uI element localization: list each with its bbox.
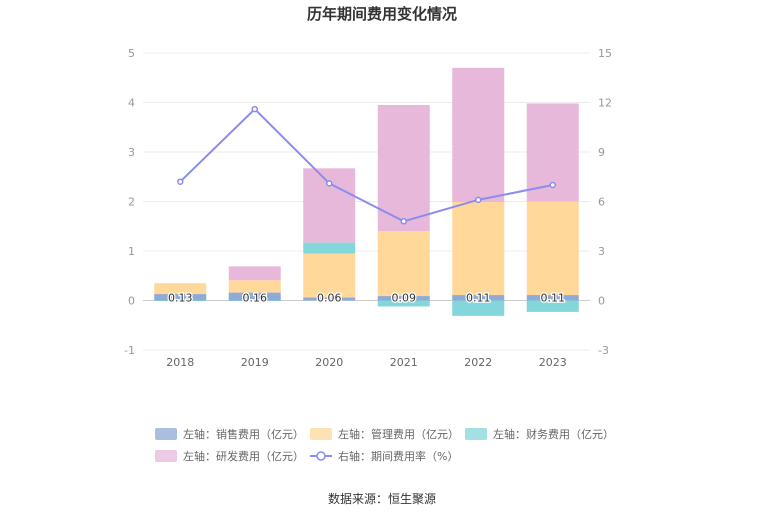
x-axis-tick-label: 2020 [315,356,343,369]
sales-bar [303,297,356,301]
right-axis-tick-label: 3 [598,245,605,258]
right-axis: -3 0 3 6 9 12 15 [598,47,612,357]
rate-point [177,178,184,185]
right-axis-tick-label: 6 [598,196,605,209]
admin-bar [303,253,356,298]
sales-bar [452,295,505,301]
x-axis-tick-label: 2022 [464,356,492,369]
right-axis-tick-label: -3 [598,344,609,357]
admin-bar [526,201,579,296]
rnd-bar [377,104,430,232]
chart-title: 历年期间费用变化情况 [307,5,457,23]
admin-bar [377,231,430,297]
legend-item-finance[interactable]: 左轴：财务费用（亿元） [465,427,614,441]
source-note: 数据来源：恒生聚源 [328,491,436,506]
legend-item-admin[interactable]: 左轴：管理费用（亿元） [310,427,459,441]
sales-data-label: 0.11 [466,292,491,305]
legend-label: 右轴：期间费用率（%） [338,449,458,463]
left-axis-tick-label: 2 [128,196,135,209]
rate-point [475,196,482,204]
right-axis-tick-label: 12 [598,97,612,110]
finance-bar [526,300,579,312]
left-axis-tick-label: 3 [128,146,135,159]
finance-bar [228,300,281,301]
legend-swatch [465,428,487,440]
left-axis: -1 0 1 2 3 4 5 [124,47,135,357]
right-axis-tick-label: 9 [598,146,605,159]
sales-bar [228,292,281,301]
right-axis-tick-label: 15 [598,47,612,60]
sales-data-label: 0.11 [541,292,566,305]
sales-data-label: 0.09 [392,292,417,305]
left-axis-tick-label: 0 [128,295,135,308]
legend-swatch [155,450,177,462]
left-axis-tick-label: 4 [128,97,135,110]
right-axis-tick-label: 0 [598,295,605,308]
left-axis-tick-label: 1 [128,245,135,258]
data-labels: 0.13 0.16 0.06 0.09 0.11 0.11 [167,290,567,306]
rnd-bar [228,266,281,281]
left-axis-tick-label: 5 [128,47,135,60]
rate-point [251,105,258,113]
rate-point [400,218,407,225]
legend-item-rnd[interactable]: 左轴：研发费用（亿元） [155,449,304,463]
grid-lines [143,52,590,351]
legend-label: 左轴：研发费用（亿元） [183,449,304,463]
finance-bar [154,300,207,301]
sales-data-label: 0.13 [168,292,193,305]
rate-point [549,181,556,189]
legend-item-rate[interactable]: 右轴：期间费用率（%） [310,449,458,463]
x-axis: 2018 2019 2020 2021 2022 2023 [166,356,567,369]
finance-bar [452,300,505,316]
admin-bar [452,201,505,296]
rate-line [177,105,556,225]
admin-bar [154,283,207,295]
sales-data-label: 0.06 [317,292,342,305]
legend-label: 左轴：销售费用（亿元） [183,427,304,441]
sales-bar [377,296,430,301]
legend[interactable]: 左轴：销售费用（亿元） 左轴：管理费用（亿元） 左轴：财务费用（亿元） 左轴：研发费用… [155,427,614,463]
left-axis-tick-label: -1 [124,344,135,357]
legend-item-sales[interactable]: 左轴：销售费用（亿元） [155,427,304,441]
x-axis-tick-label: 2018 [166,356,194,369]
finance-bar [377,300,430,307]
legend-swatch [155,428,177,440]
rnd-bar [452,67,505,202]
sales-bar [154,294,207,301]
sales-data-label: 0.16 [243,292,268,305]
x-axis-tick-label: 2021 [390,356,418,369]
legend-label: 左轴：管理费用（亿元） [338,427,459,441]
rnd-bar [303,168,356,243]
rate-line-path [179,107,553,223]
admin-bar [228,280,281,293]
x-axis-tick-label: 2019 [241,356,269,369]
legend-swatch [310,428,332,440]
x-axis-tick-label: 2023 [539,356,567,369]
legend-marker [316,451,326,461]
finance-bar [303,242,356,254]
rate-point [326,180,333,187]
legend-label: 左轴：财务费用（亿元） [493,427,614,441]
sales-bar [526,295,579,301]
